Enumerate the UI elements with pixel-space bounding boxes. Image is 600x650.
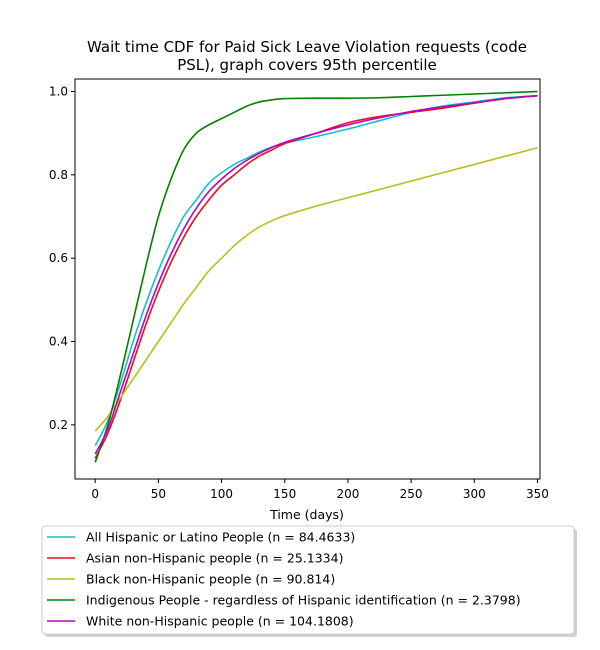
plot-frame xyxy=(74,78,541,480)
legend-label-3: Indigenous People - regardless of Hispan… xyxy=(86,593,521,608)
x-tick-label: 100 xyxy=(210,487,233,501)
x-tick-label: 200 xyxy=(336,487,359,501)
series-line-0 xyxy=(94,94,538,447)
chart-title-line-1: Wait time CDF for Paid Sick Leave Violat… xyxy=(87,38,527,56)
x-tick-label: 250 xyxy=(400,487,423,501)
x-axis-ticks: 0 50 100 150 200 250 300 350 xyxy=(91,479,549,501)
series-line-4 xyxy=(94,94,538,455)
y-tick-label: 0.6 xyxy=(49,251,68,265)
x-axis-label: Time (days) xyxy=(269,507,344,522)
chart-title-line-2: PSL), graph covers 95th percentile xyxy=(177,56,437,74)
legend-label-2: Black non-Hispanic people (n = 90.814) xyxy=(86,572,335,587)
x-tick-label: 150 xyxy=(273,487,296,501)
legend: All Hispanic or Latino People (n = 84.46… xyxy=(41,525,577,637)
series-line-2 xyxy=(94,146,538,432)
x-tick-label: 0 xyxy=(91,487,99,501)
y-tick-label: 0.4 xyxy=(49,335,68,349)
y-tick-label: 0.2 xyxy=(49,418,68,432)
legend-label-1: Asian non-Hispanic people (n = 25.1334) xyxy=(86,551,343,566)
x-tick-label: 50 xyxy=(151,487,166,501)
y-tick-label: 1.0 xyxy=(49,85,68,99)
y-tick-label: 0.8 xyxy=(49,168,68,182)
legend-frame xyxy=(41,525,575,635)
series-line-3 xyxy=(94,90,538,463)
x-tick-label: 300 xyxy=(463,487,486,501)
legend-items: All Hispanic or Latino People (n = 84.46… xyxy=(47,530,521,629)
series-lines xyxy=(94,90,538,463)
legend-label-0: All Hispanic or Latino People (n = 84.46… xyxy=(86,530,355,545)
legend-label-4: White non-Hispanic people (n = 104.1808) xyxy=(86,614,354,629)
x-tick-label: 350 xyxy=(526,487,549,501)
series-line-1 xyxy=(94,94,538,459)
y-axis-ticks: 0.2 0.4 0.6 0.8 1.0 xyxy=(49,85,75,432)
